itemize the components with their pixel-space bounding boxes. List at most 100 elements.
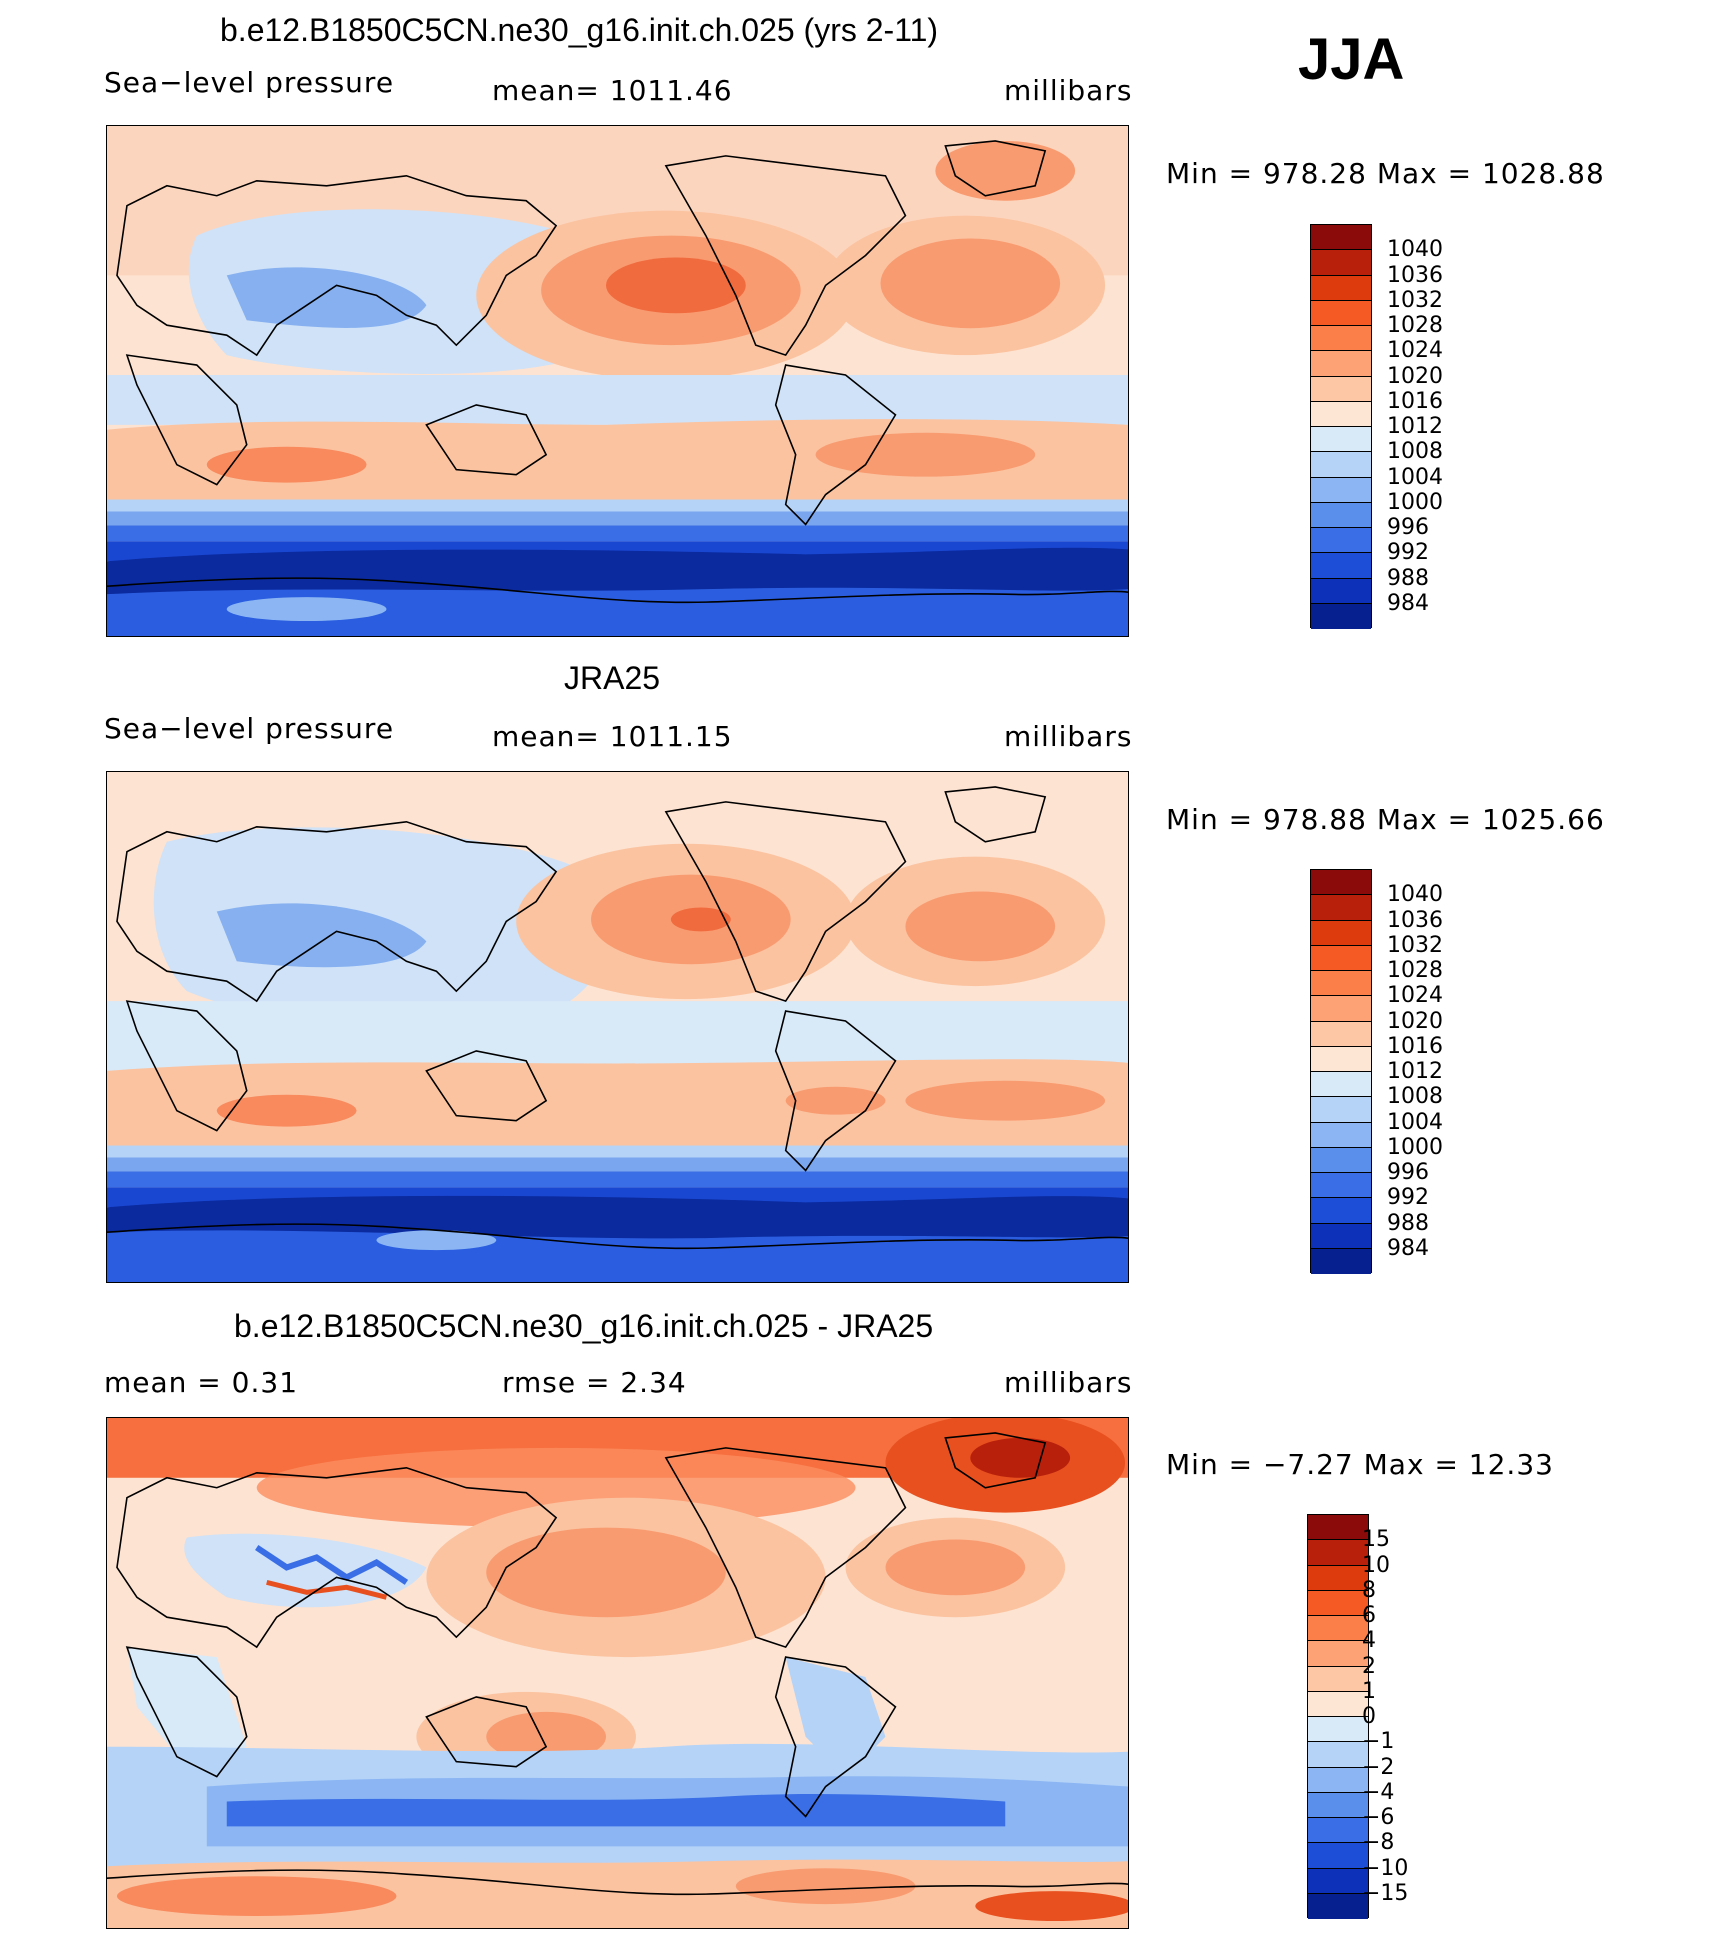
panel-2-variable-label: Sea−level pressure [104,712,395,745]
panel-3-title: b.e12.B1850C5CN.ne30_g16.init.ch.025 - J… [234,1308,934,1344]
colorbar-tick-label: −2 [1362,1754,1395,1780]
colorbar-tick-label: 1040 [1387,882,1443,908]
colorbar-tick-label: 1004 [1387,464,1443,490]
colorbar-swatch [1311,1198,1371,1224]
panel-2-colorbar [1310,869,1372,1274]
panel-1-field [107,126,1128,636]
colorbar-tick-label: 0 [1362,1704,1376,1729]
colorbar-tick-label: −4 [1362,1779,1395,1805]
colorbar-tick-label: −1 [1362,1729,1395,1755]
colorbar-swatch [1308,1691,1368,1717]
colorbar-tick-label: 1036 [1387,262,1443,288]
colorbar-swatch [1311,996,1371,1022]
colorbar-tick-label: 996 [1387,515,1429,540]
colorbar-tick-label: 15 [1362,1527,1390,1553]
colorbar-tick-label: 984 [1387,590,1429,616]
colorbar-swatch [1311,1223,1371,1249]
colorbar-swatch [1308,1641,1368,1667]
colorbar-swatch [1311,1097,1371,1123]
colorbar-swatch [1311,945,1371,971]
panel-2-field [107,772,1128,1282]
colorbar-tick-label: 1016 [1387,1033,1443,1059]
colorbar-swatch [1311,603,1371,629]
panel-2-minmax-label: Min = 978.88 Max = 1025.66 [1166,803,1605,836]
colorbar-swatch [1308,1767,1368,1793]
colorbar-swatch [1311,1072,1371,1098]
colorbar-tick-label: 996 [1387,1160,1429,1185]
colorbar-swatch [1311,401,1371,427]
colorbar-tick-label: 1024 [1387,338,1443,364]
colorbar-tick-label: −10 [1362,1855,1409,1881]
colorbar-tick-label: 988 [1387,1210,1429,1236]
panel-2-title: JRA25 [564,660,661,696]
colorbar-tick-label: 984 [1387,1235,1429,1261]
colorbar-tick-label: 1028 [1387,958,1443,983]
colorbar-tick-label: 2 [1362,1653,1376,1679]
panel-3-rmse-label: rmse = 2.34 [502,1366,687,1399]
colorbar-tick-label: 1004 [1387,1109,1443,1135]
colorbar-tick-label: 1008 [1387,439,1443,465]
colorbar-tick-label: 1036 [1387,907,1443,933]
colorbar-swatch [1311,528,1371,554]
panel-1-map [106,125,1129,637]
colorbar-swatch [1308,1843,1368,1869]
colorbar-swatch [1311,1248,1371,1274]
colorbar-tick-label: 992 [1387,540,1429,566]
colorbar-tick-label: 1028 [1387,313,1443,338]
colorbar-swatch [1308,1515,1368,1541]
colorbar-swatch [1311,1147,1371,1173]
panel-3-units-label: millibars [1004,1366,1133,1399]
colorbar-tick-label: 1012 [1387,1059,1443,1084]
colorbar-tick-label: 1024 [1387,983,1443,1009]
panel-3-field [107,1418,1128,1928]
panel-2-map [106,771,1129,1283]
colorbar-tick-label: 1020 [1387,1008,1443,1034]
colorbar-swatch [1311,351,1371,377]
colorbar-tick-label: −15 [1362,1880,1409,1906]
colorbar-swatch [1311,502,1371,528]
colorbar-swatch [1311,452,1371,478]
colorbar-swatch [1311,326,1371,352]
colorbar-tick-label: 1 [1362,1678,1376,1704]
colorbar-tick-label: 1012 [1387,414,1443,439]
colorbar-tick-label: 992 [1387,1185,1429,1211]
colorbar-swatch [1308,1666,1368,1692]
colorbar-tick-label: 1000 [1387,489,1443,515]
panel-2-units-label: millibars [1004,720,1133,753]
colorbar-swatch [1311,225,1371,251]
colorbar-swatch [1311,1122,1371,1148]
colorbar-swatch [1311,553,1371,579]
panel-2-mean-label: mean= 1011.15 [492,720,733,753]
colorbar-swatch [1311,1021,1371,1047]
colorbar-swatch [1308,1590,1368,1616]
colorbar-tick-label: 8 [1362,1577,1376,1603]
colorbar-swatch [1311,477,1371,503]
colorbar-swatch [1311,971,1371,997]
colorbar-swatch [1308,1868,1368,1894]
colorbar-tick-label: 988 [1387,565,1429,591]
panel-1-units-label: millibars [1004,74,1133,107]
panel-1-mean-label: mean= 1011.46 [492,74,733,107]
panel-1-minmax-label: Min = 978.28 Max = 1028.88 [1166,157,1605,190]
colorbar-swatch [1311,376,1371,402]
panel-3-minmax-label: Min = −7.27 Max = 12.33 [1166,1448,1554,1481]
colorbar-tick-label: −6 [1362,1805,1395,1830]
colorbar-swatch [1308,1792,1368,1818]
colorbar-tick-label: 1020 [1387,363,1443,389]
colorbar-tick-label: 1032 [1387,287,1443,313]
colorbar-swatch [1308,1742,1368,1768]
colorbar-swatch [1311,275,1371,301]
panel-1-title: b.e12.B1850C5CN.ne30_g16.init.ch.025 (yr… [220,12,939,48]
colorbar-swatch [1311,578,1371,604]
colorbar-swatch [1308,1565,1368,1591]
colorbar-swatch [1308,1616,1368,1642]
colorbar-swatch [1311,1046,1371,1072]
panel-3-mean-label: mean = 0.31 [104,1366,299,1399]
colorbar-swatch [1311,870,1371,896]
colorbar-swatch [1311,250,1371,276]
colorbar-tick-label: 1032 [1387,932,1443,958]
colorbar-tick-label: 1000 [1387,1134,1443,1160]
colorbar-swatch [1311,427,1371,453]
colorbar-swatch [1308,1818,1368,1844]
colorbar-tick-label: 10 [1362,1552,1390,1578]
